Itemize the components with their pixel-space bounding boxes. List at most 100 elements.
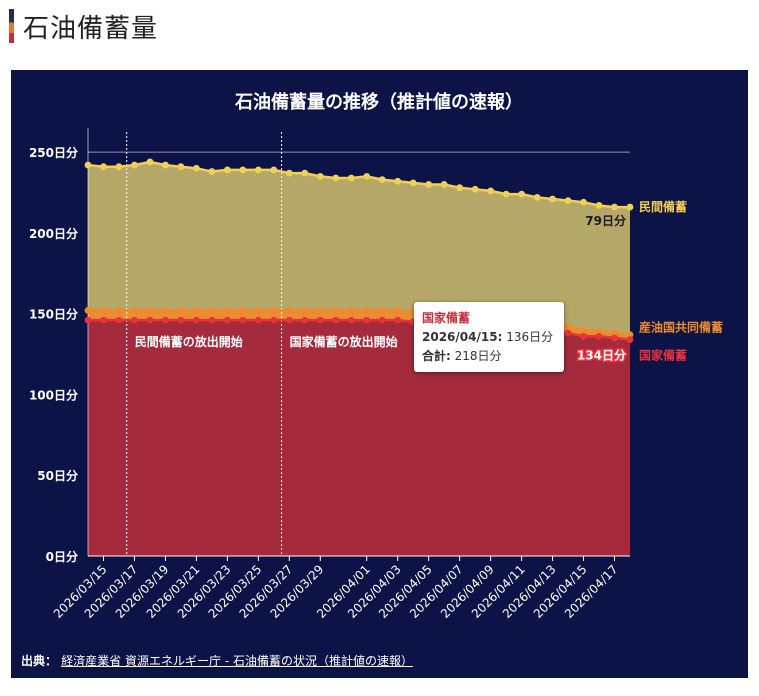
joint-point bbox=[208, 307, 216, 314]
private-point bbox=[626, 203, 634, 211]
joint-point bbox=[162, 307, 169, 314]
joint-point bbox=[316, 307, 324, 314]
private-point bbox=[84, 161, 92, 169]
joint-point bbox=[394, 307, 402, 314]
annotation-label: 国家備蓄の放出開始 bbox=[290, 334, 398, 349]
series-label-national: 国家備蓄 bbox=[639, 348, 687, 363]
private-point bbox=[409, 179, 417, 187]
joint-point bbox=[301, 307, 309, 314]
tooltip-total-label: 合計: bbox=[422, 349, 451, 363]
national-point bbox=[223, 316, 231, 324]
series-label-private: 民間備蓄 bbox=[639, 199, 687, 214]
tooltip-series: 国家備蓄 bbox=[422, 311, 471, 325]
y-tick-label: 150日分 bbox=[29, 307, 78, 322]
end-value-private: 79日分 bbox=[585, 213, 626, 228]
national-point bbox=[193, 316, 200, 324]
private-point bbox=[564, 197, 572, 205]
private-point bbox=[162, 161, 169, 169]
national-point bbox=[254, 316, 262, 324]
national-point bbox=[100, 316, 107, 324]
private-point bbox=[254, 166, 262, 174]
private-point bbox=[611, 203, 618, 211]
national-point bbox=[580, 332, 587, 340]
private-point bbox=[131, 161, 138, 169]
source-link[interactable]: 経済産業省 資源エネルギー庁 - 石油備蓄の状況（推計値の速報） bbox=[61, 654, 413, 668]
y-tick-label: 200日分 bbox=[29, 226, 78, 241]
private-point bbox=[502, 190, 510, 198]
chart-panel: 石油備蓄量の推移（推計値の速報） 0日分 50日分 100日分 150日分 200日分 25… bbox=[11, 70, 748, 678]
chart-title: 石油備蓄量の推移（推計値の速報） bbox=[234, 91, 523, 113]
national-point bbox=[347, 316, 355, 324]
private-point bbox=[100, 163, 107, 171]
annotation-label: 民間備蓄の放出開始 bbox=[135, 334, 243, 349]
private-point bbox=[533, 193, 541, 201]
private-point bbox=[487, 187, 495, 195]
national-point bbox=[115, 316, 123, 324]
private-point bbox=[456, 184, 464, 192]
private-point bbox=[316, 172, 324, 180]
national-point bbox=[177, 316, 185, 324]
page-header: 石油備蓄量 bbox=[9, 8, 158, 44]
private-point bbox=[549, 195, 556, 203]
private-point bbox=[378, 176, 386, 184]
national-point bbox=[146, 316, 154, 324]
tooltip-date-value: 136日分 bbox=[506, 330, 554, 344]
series-label-joint: 産油国共同備蓄 bbox=[639, 320, 723, 335]
joint-point bbox=[347, 307, 355, 314]
end-value-national: 134日分 bbox=[577, 348, 626, 363]
private-point bbox=[440, 181, 448, 188]
national-point bbox=[564, 329, 572, 337]
private-point bbox=[223, 166, 231, 174]
chart-tooltip: 国家備蓄 2026/04/15: 136日分 合計: 218日分 bbox=[414, 302, 564, 372]
chart-svg: 石油備蓄量の推移（推計値の速報） 0日分 50日分 100日分 150日分 200日分 25… bbox=[29, 91, 723, 621]
joint-point bbox=[223, 307, 231, 314]
national-point bbox=[84, 316, 92, 324]
national-point bbox=[162, 316, 169, 324]
joint-point bbox=[580, 326, 587, 334]
y-tick-label: 100日分 bbox=[29, 387, 78, 402]
private-point bbox=[518, 190, 525, 198]
joint-point bbox=[564, 323, 572, 331]
joint-point bbox=[177, 307, 185, 314]
joint-point bbox=[285, 307, 293, 314]
tooltip-date-label: 2026/04/15: bbox=[422, 330, 503, 344]
national-point bbox=[285, 316, 293, 324]
joint-point bbox=[131, 307, 138, 314]
national-point bbox=[626, 336, 634, 343]
private-point bbox=[332, 174, 340, 182]
national-point bbox=[611, 334, 618, 342]
private-point bbox=[347, 174, 355, 182]
national-point bbox=[378, 316, 386, 324]
national-point bbox=[239, 316, 247, 324]
joint-point bbox=[254, 307, 262, 314]
joint-point bbox=[626, 331, 634, 339]
joint-point bbox=[363, 307, 371, 314]
national-point bbox=[270, 316, 278, 324]
national-point bbox=[301, 316, 309, 324]
tooltip-total-value: 218日分 bbox=[454, 349, 502, 363]
joint-point bbox=[115, 307, 123, 314]
private-point bbox=[595, 202, 603, 209]
tooltip-total-row: 合計: 218日分 bbox=[422, 347, 556, 366]
national-point bbox=[316, 316, 324, 324]
joint-point bbox=[84, 307, 92, 314]
joint-point bbox=[146, 307, 154, 314]
national-point bbox=[208, 316, 216, 324]
private-point bbox=[115, 163, 123, 171]
national-point bbox=[332, 316, 340, 324]
private-point bbox=[363, 172, 371, 180]
joint-point bbox=[239, 307, 247, 314]
private-point bbox=[208, 168, 216, 175]
national-area bbox=[88, 320, 630, 556]
national-point bbox=[131, 316, 138, 324]
private-point bbox=[270, 166, 278, 174]
source-label: 出典： bbox=[21, 654, 58, 668]
joint-point bbox=[193, 307, 200, 314]
page-title: 石油備蓄量 bbox=[23, 13, 159, 44]
joint-point bbox=[100, 307, 107, 314]
private-point bbox=[425, 181, 433, 188]
joint-point bbox=[332, 307, 340, 314]
joint-point bbox=[611, 329, 618, 337]
private-point bbox=[580, 198, 587, 206]
joint-point bbox=[595, 328, 603, 335]
